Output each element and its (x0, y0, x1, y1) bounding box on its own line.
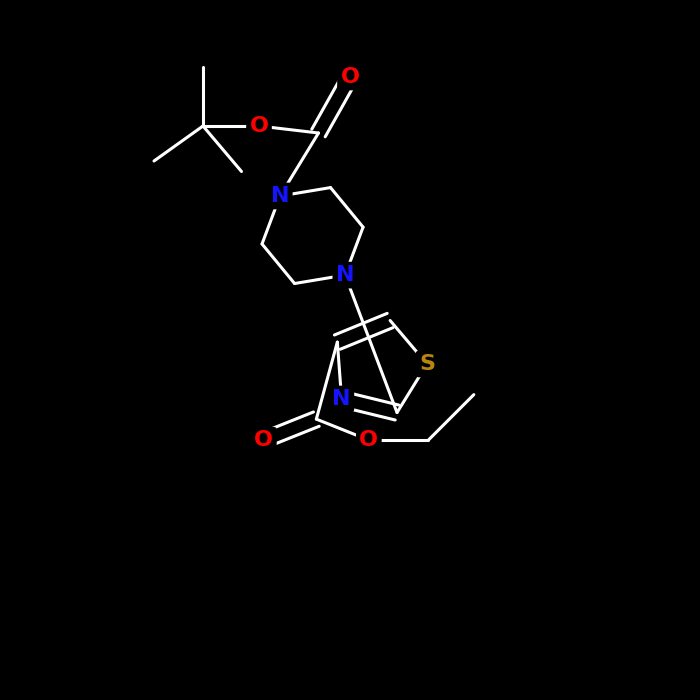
Text: N: N (332, 389, 351, 409)
Text: N: N (336, 265, 354, 285)
Text: S: S (419, 354, 435, 374)
Text: N: N (271, 186, 289, 206)
Text: O: O (254, 430, 273, 450)
Text: O: O (340, 67, 360, 87)
Text: O: O (249, 116, 269, 136)
Text: O: O (359, 430, 378, 450)
